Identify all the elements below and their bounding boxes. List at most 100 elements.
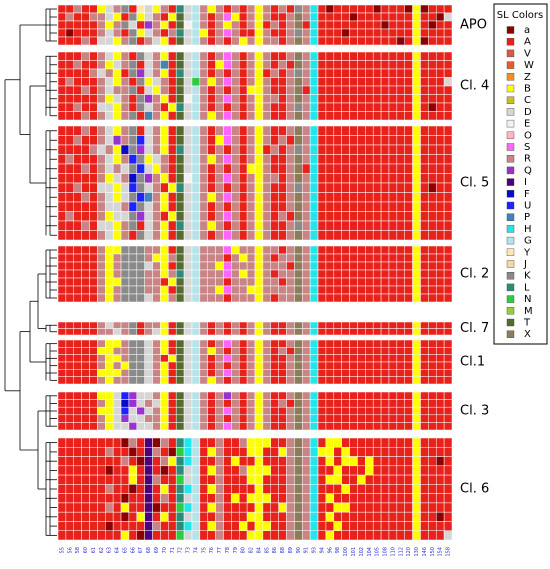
cell [262, 376, 272, 385]
cell [341, 521, 350, 531]
cell [372, 68, 382, 78]
cell [57, 12, 67, 22]
cell [223, 125, 232, 136]
cell [168, 36, 177, 46]
cell [278, 399, 287, 408]
cell [199, 437, 208, 448]
cell [112, 20, 122, 30]
cell [254, 361, 264, 370]
cell [97, 135, 106, 146]
column-label: 85 [264, 547, 270, 553]
cell [81, 437, 90, 448]
cell [231, 77, 240, 87]
cell [278, 456, 287, 467]
cell [412, 437, 421, 448]
cell [254, 182, 264, 193]
cell [215, 339, 224, 348]
cell [309, 493, 319, 504]
cell [443, 220, 453, 231]
cell [152, 111, 161, 121]
cell [136, 85, 145, 95]
cell [309, 328, 319, 336]
cell [238, 201, 248, 212]
cell [286, 154, 295, 165]
legend-label: K [524, 271, 531, 282]
cell [317, 293, 327, 303]
cell [325, 321, 335, 329]
cell [365, 321, 374, 329]
cell [191, 111, 201, 121]
cell [246, 285, 256, 295]
cell [144, 369, 153, 377]
cell [120, 521, 130, 531]
cell [435, 414, 445, 423]
cell [388, 68, 398, 78]
cell [112, 144, 122, 155]
cell [380, 354, 390, 363]
cell [349, 422, 358, 431]
cell [388, 192, 398, 203]
cell [112, 447, 122, 457]
cell [388, 376, 398, 385]
column-label: 82 [249, 547, 255, 553]
cell [89, 201, 98, 212]
cell [404, 245, 413, 255]
cell [443, 201, 453, 212]
cell [120, 328, 130, 336]
cell [105, 36, 114, 46]
cell [349, 502, 358, 513]
cell [73, 511, 82, 522]
cell [120, 261, 130, 271]
cell [73, 285, 82, 295]
cell [302, 125, 311, 136]
cell [246, 60, 256, 70]
cell [262, 111, 272, 121]
cell [168, 391, 177, 400]
cell [168, 502, 177, 513]
cell [357, 391, 366, 400]
cell [73, 144, 82, 155]
cell [65, 36, 75, 46]
cell [420, 277, 429, 287]
cell [231, 28, 240, 38]
cell [112, 94, 122, 104]
cell [57, 511, 67, 522]
cell [349, 493, 358, 504]
cell [199, 211, 208, 222]
cell [388, 521, 398, 531]
cell [128, 173, 138, 184]
cell [238, 85, 248, 95]
cell [380, 437, 390, 448]
cell [223, 253, 232, 263]
cell [270, 182, 279, 193]
cell [160, 422, 169, 431]
cell [215, 521, 224, 531]
cell [380, 201, 390, 212]
cell [404, 422, 413, 431]
cell [191, 192, 201, 203]
legend-label: G [524, 236, 532, 247]
cell [207, 269, 216, 279]
cell [215, 391, 224, 400]
cell [199, 406, 208, 416]
cell [144, 493, 153, 504]
cell [309, 36, 319, 46]
cell [183, 422, 193, 431]
cell [404, 414, 413, 423]
cell [246, 68, 256, 78]
cell [317, 277, 327, 287]
cell [380, 94, 390, 104]
legend-swatch [506, 61, 515, 69]
cell [175, 474, 185, 485]
cell [341, 20, 350, 30]
cell [420, 182, 429, 193]
cell [254, 154, 264, 165]
cell [152, 511, 161, 522]
cell [160, 144, 169, 155]
cell [231, 376, 240, 385]
cell [396, 111, 405, 121]
cell [238, 77, 248, 87]
cell [309, 85, 319, 95]
cell [81, 94, 90, 104]
cell [81, 77, 90, 87]
